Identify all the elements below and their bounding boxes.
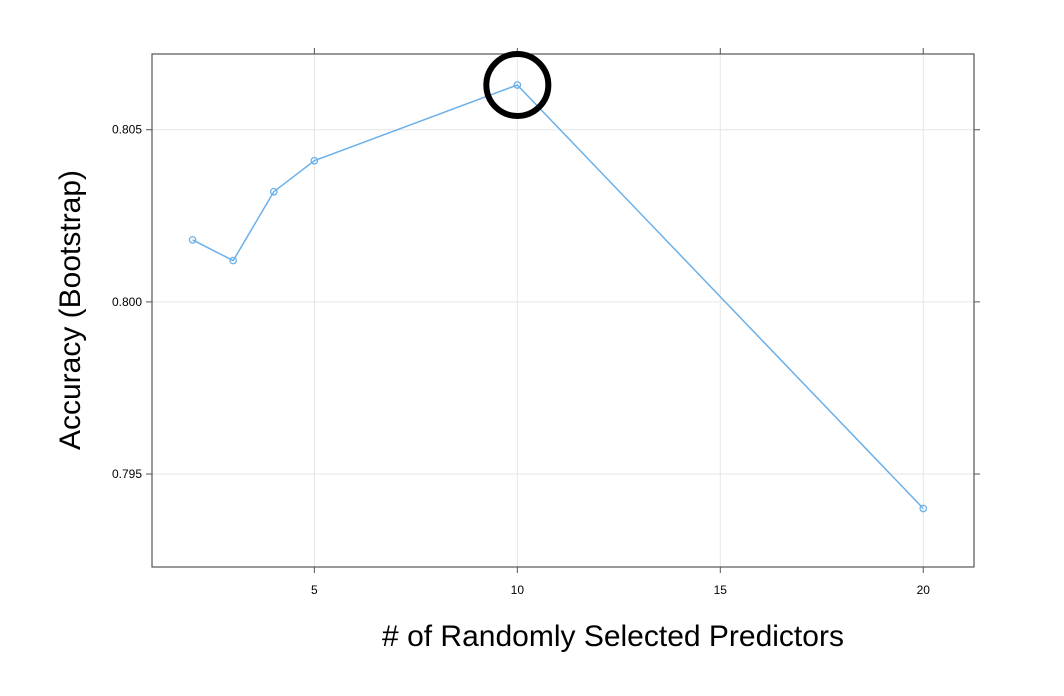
series-line — [192, 84, 924, 510]
data-point — [919, 504, 928, 513]
plot-frame — [151, 53, 975, 568]
x-tick-label: 5 — [311, 583, 318, 597]
grid — [152, 54, 974, 567]
data-point — [269, 187, 278, 196]
axis-ticks: 5 10 15 20 0.795 0.800 0.805 — [112, 48, 980, 597]
data-point — [188, 236, 197, 244]
y-tick-label: 0.800 — [112, 295, 142, 309]
highlight — [483, 50, 552, 119]
data-point — [229, 256, 238, 265]
y-tick-label: 0.805 — [112, 123, 142, 137]
x-axis-title: # of Randomly Selected Predictors — [382, 620, 844, 653]
data-point — [513, 81, 522, 89]
highlight-circle — [483, 50, 552, 119]
series — [188, 81, 928, 513]
x-tick-label: 15 — [714, 583, 728, 597]
y-axis-title: Accuracy (Bootstrap) — [54, 170, 87, 450]
x-tick-label: 10 — [511, 583, 525, 597]
data-point — [310, 156, 319, 165]
y-tick-label: 0.795 — [112, 467, 142, 481]
x-tick-label: 20 — [917, 583, 931, 597]
